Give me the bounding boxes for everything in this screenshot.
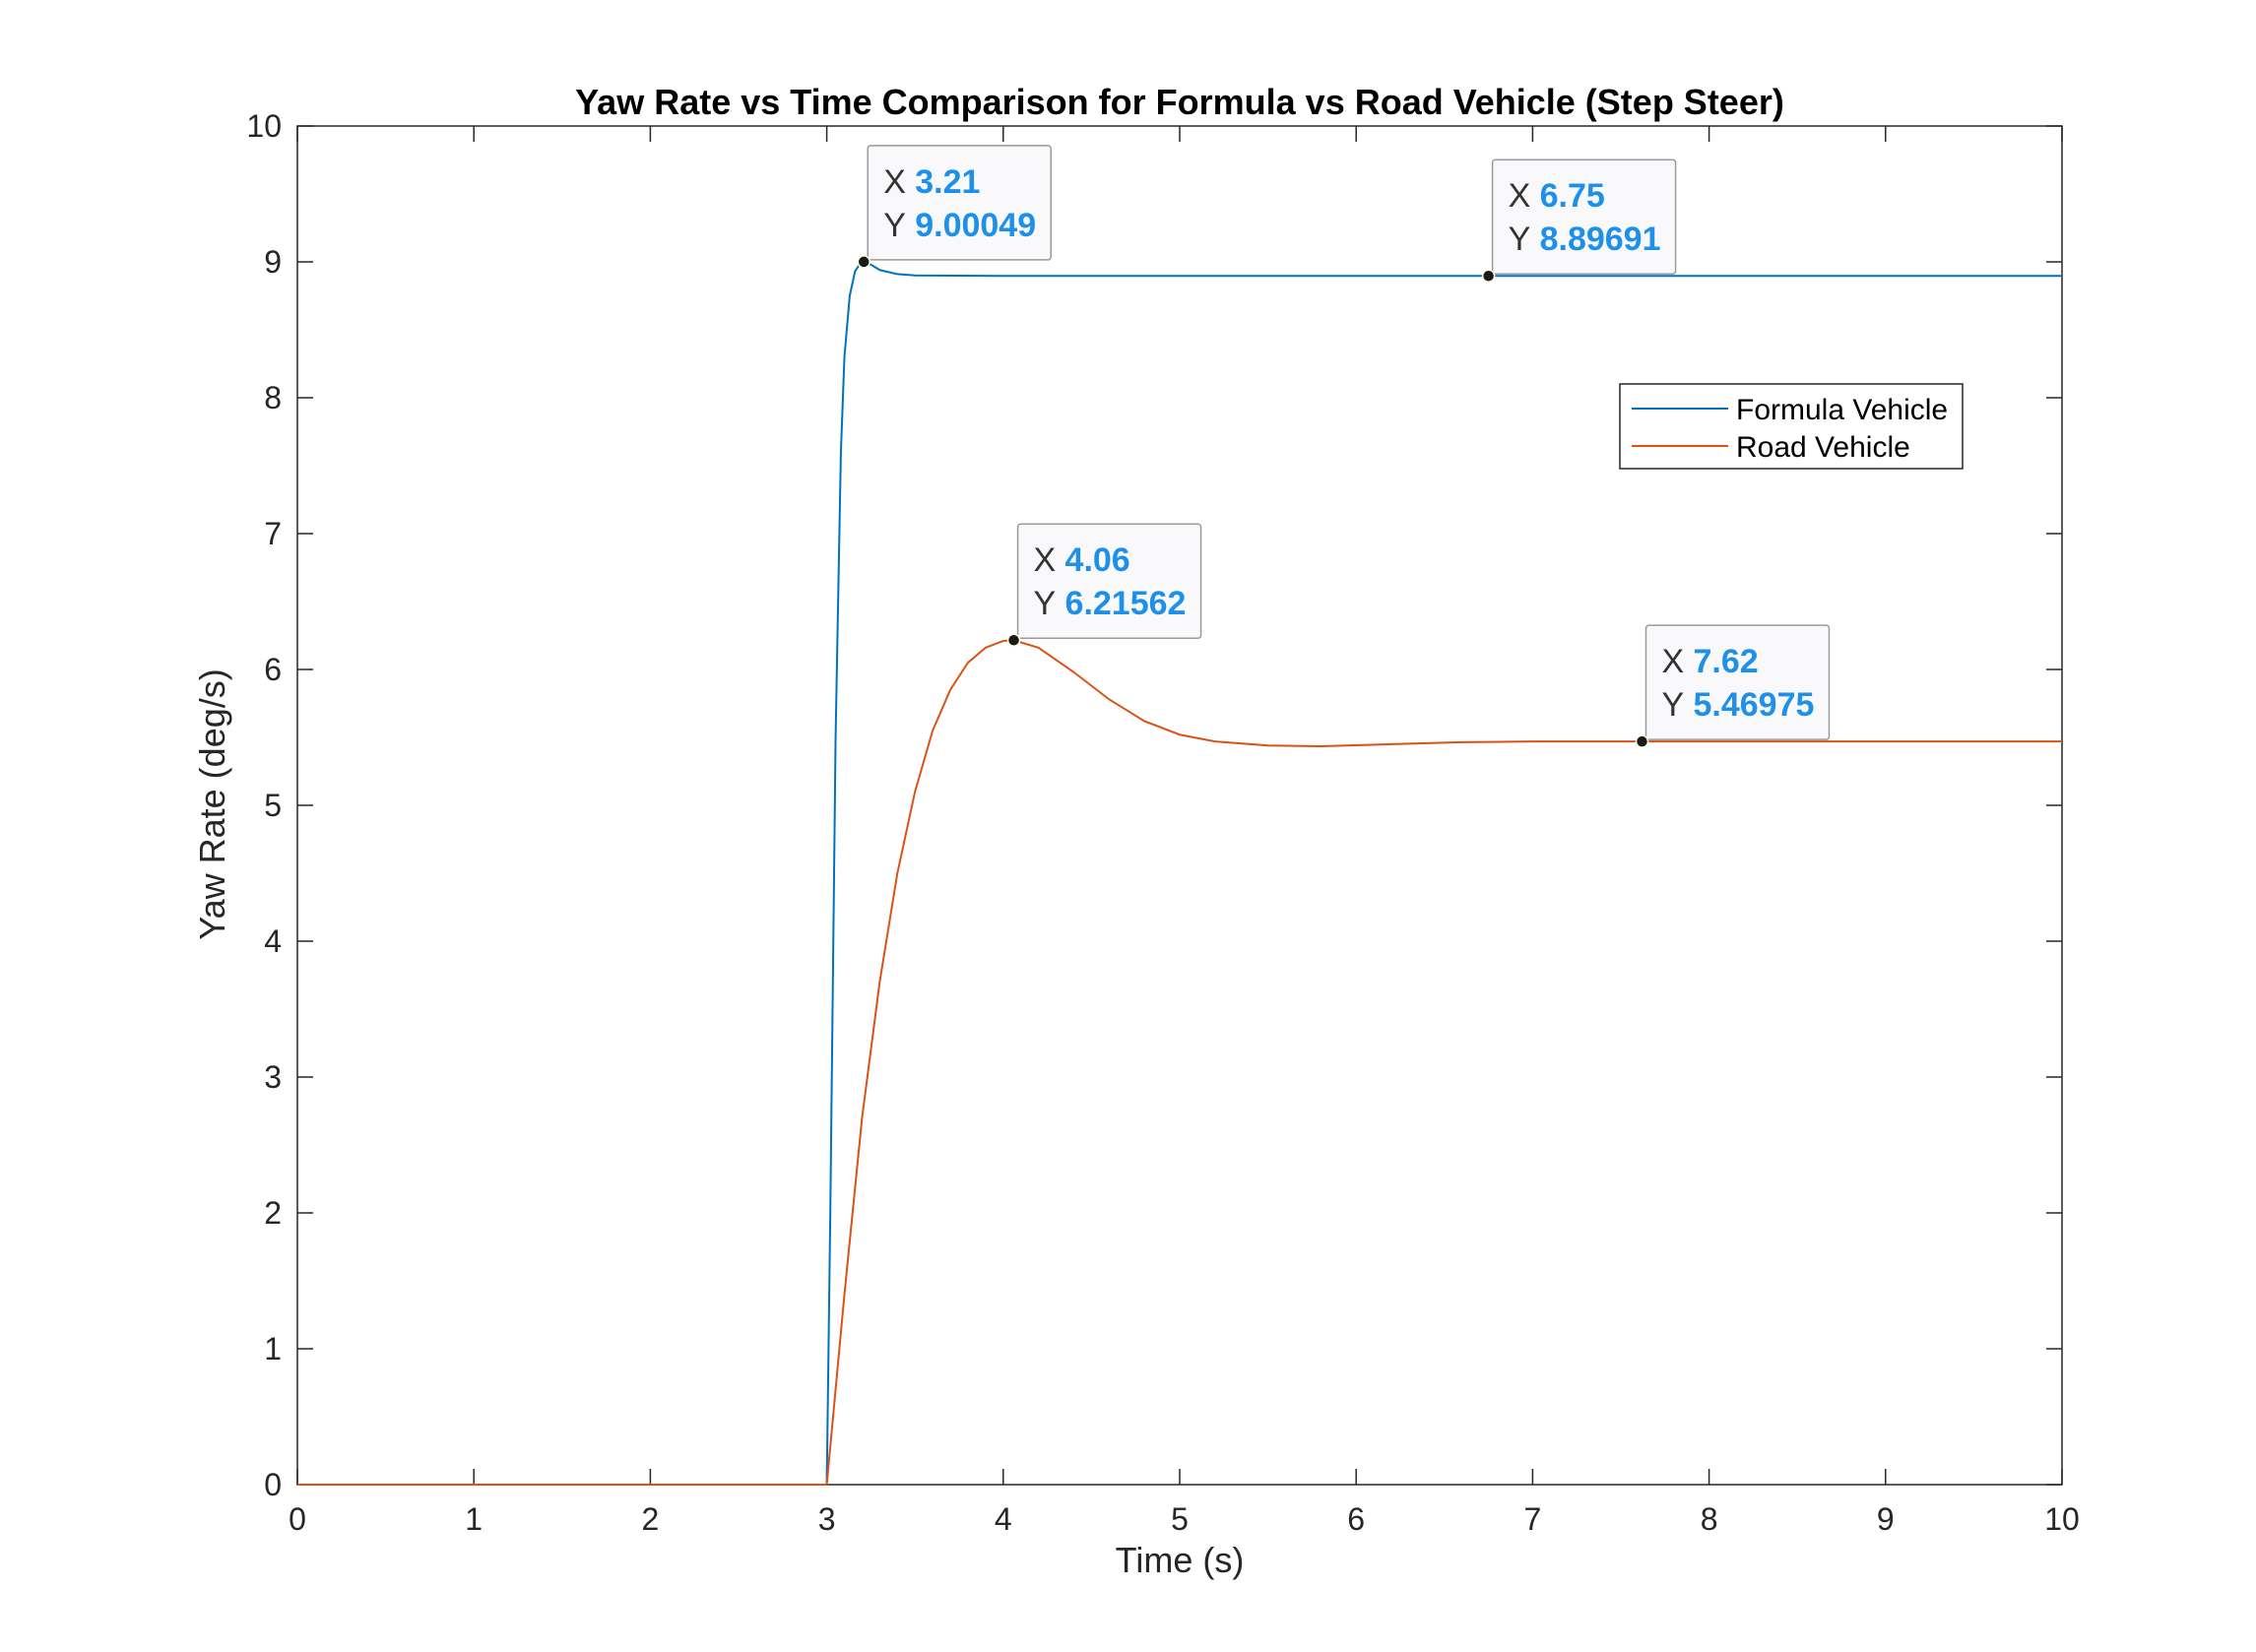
data-tip: X 4.06Y 6.21562 bbox=[1006, 523, 1202, 647]
data-tip-y-value: 8.89691 bbox=[1540, 221, 1661, 258]
y-tick-label: 6 bbox=[264, 652, 282, 687]
data-tip-y-value: 5.46975 bbox=[1694, 686, 1815, 724]
x-tick-label: 4 bbox=[995, 1501, 1012, 1537]
data-tip-y-key: Y bbox=[883, 207, 906, 244]
data-tip-box bbox=[1016, 523, 1202, 639]
axes-box bbox=[296, 125, 2063, 1486]
data-tip-x-key: X bbox=[1509, 177, 1531, 215]
data-tip-x-key: X bbox=[1662, 643, 1685, 680]
y-axis-label: Yaw Rate (deg/s) bbox=[192, 668, 232, 939]
data-tip-box bbox=[1644, 624, 1831, 740]
series-line-road-vehicle bbox=[297, 639, 2062, 1486]
data-tip-y-key: Y bbox=[1509, 221, 1531, 258]
y-tick-label: 9 bbox=[264, 244, 282, 280]
x-tick-label: 8 bbox=[1701, 1501, 1718, 1537]
legend: Formula Vehicle Road Vehicle bbox=[1619, 383, 1964, 470]
data-tip-marker bbox=[1635, 734, 1649, 748]
x-tick-label: 5 bbox=[1171, 1501, 1189, 1537]
x-tick-label: 1 bbox=[465, 1501, 483, 1537]
data-tip-y-key: Y bbox=[1034, 585, 1057, 622]
chart-title: Yaw Rate vs Time Comparison for Formula … bbox=[575, 82, 1784, 122]
y-tick-label: 3 bbox=[264, 1059, 282, 1095]
y-tick-label: 10 bbox=[246, 108, 282, 144]
legend-box bbox=[1619, 383, 1964, 470]
x-tick-label: 3 bbox=[818, 1501, 836, 1537]
data-tip: X 3.21Y 9.00049 bbox=[857, 145, 1052, 269]
data-tip-y-value: 6.21562 bbox=[1065, 585, 1187, 622]
x-tick-label: 2 bbox=[642, 1501, 660, 1537]
x-tick-label: 6 bbox=[1347, 1501, 1365, 1537]
x-axis-label: Time (s) bbox=[1116, 1540, 1245, 1580]
x-tick-label: 7 bbox=[1524, 1501, 1542, 1537]
x-tick-label: 10 bbox=[2044, 1501, 2080, 1537]
data-tip-marker bbox=[1481, 269, 1496, 283]
data-tip-x-value: 7.62 bbox=[1694, 643, 1759, 680]
y-tick-label: 0 bbox=[264, 1467, 282, 1502]
data-tip-x-value: 6.75 bbox=[1540, 177, 1605, 215]
legend-entry: Formula Vehicle bbox=[1736, 394, 1948, 426]
plot-area: 0 1 2 3 4 5 6 7 8 9 10 0 1 2 3 4 5 6 7 8 9 10 Formula Vehicle R… bbox=[246, 108, 2079, 1537]
data-tip: X 7.62Y 5.46975 bbox=[1635, 624, 1831, 748]
data-tip-y-value: 9.00049 bbox=[915, 207, 1036, 244]
data-tip-y-key: Y bbox=[1662, 686, 1685, 724]
data-tip-marker bbox=[1006, 633, 1021, 647]
legend-entry: Road Vehicle bbox=[1736, 431, 1910, 464]
y-tick-label: 2 bbox=[264, 1195, 282, 1231]
y-tick-label: 1 bbox=[264, 1331, 282, 1366]
y-tick-label: 5 bbox=[264, 788, 282, 823]
data-tip-box bbox=[867, 145, 1052, 261]
data-tip-x-value: 4.06 bbox=[1065, 541, 1130, 579]
y-tick-label: 8 bbox=[264, 380, 282, 415]
data-tip-box bbox=[1491, 159, 1677, 275]
y-tick-label: 7 bbox=[264, 516, 282, 551]
data-tip: X 6.75Y 8.89691 bbox=[1481, 159, 1677, 283]
x-tick-label: 9 bbox=[1877, 1501, 1895, 1537]
data-tip-marker bbox=[857, 255, 870, 269]
x-tick-label: 0 bbox=[289, 1501, 306, 1537]
data-tip-x-key: X bbox=[1034, 541, 1057, 579]
y-tick-label: 4 bbox=[264, 923, 282, 959]
data-tip-x-key: X bbox=[883, 163, 906, 201]
data-tip-x-value: 3.21 bbox=[915, 163, 980, 201]
